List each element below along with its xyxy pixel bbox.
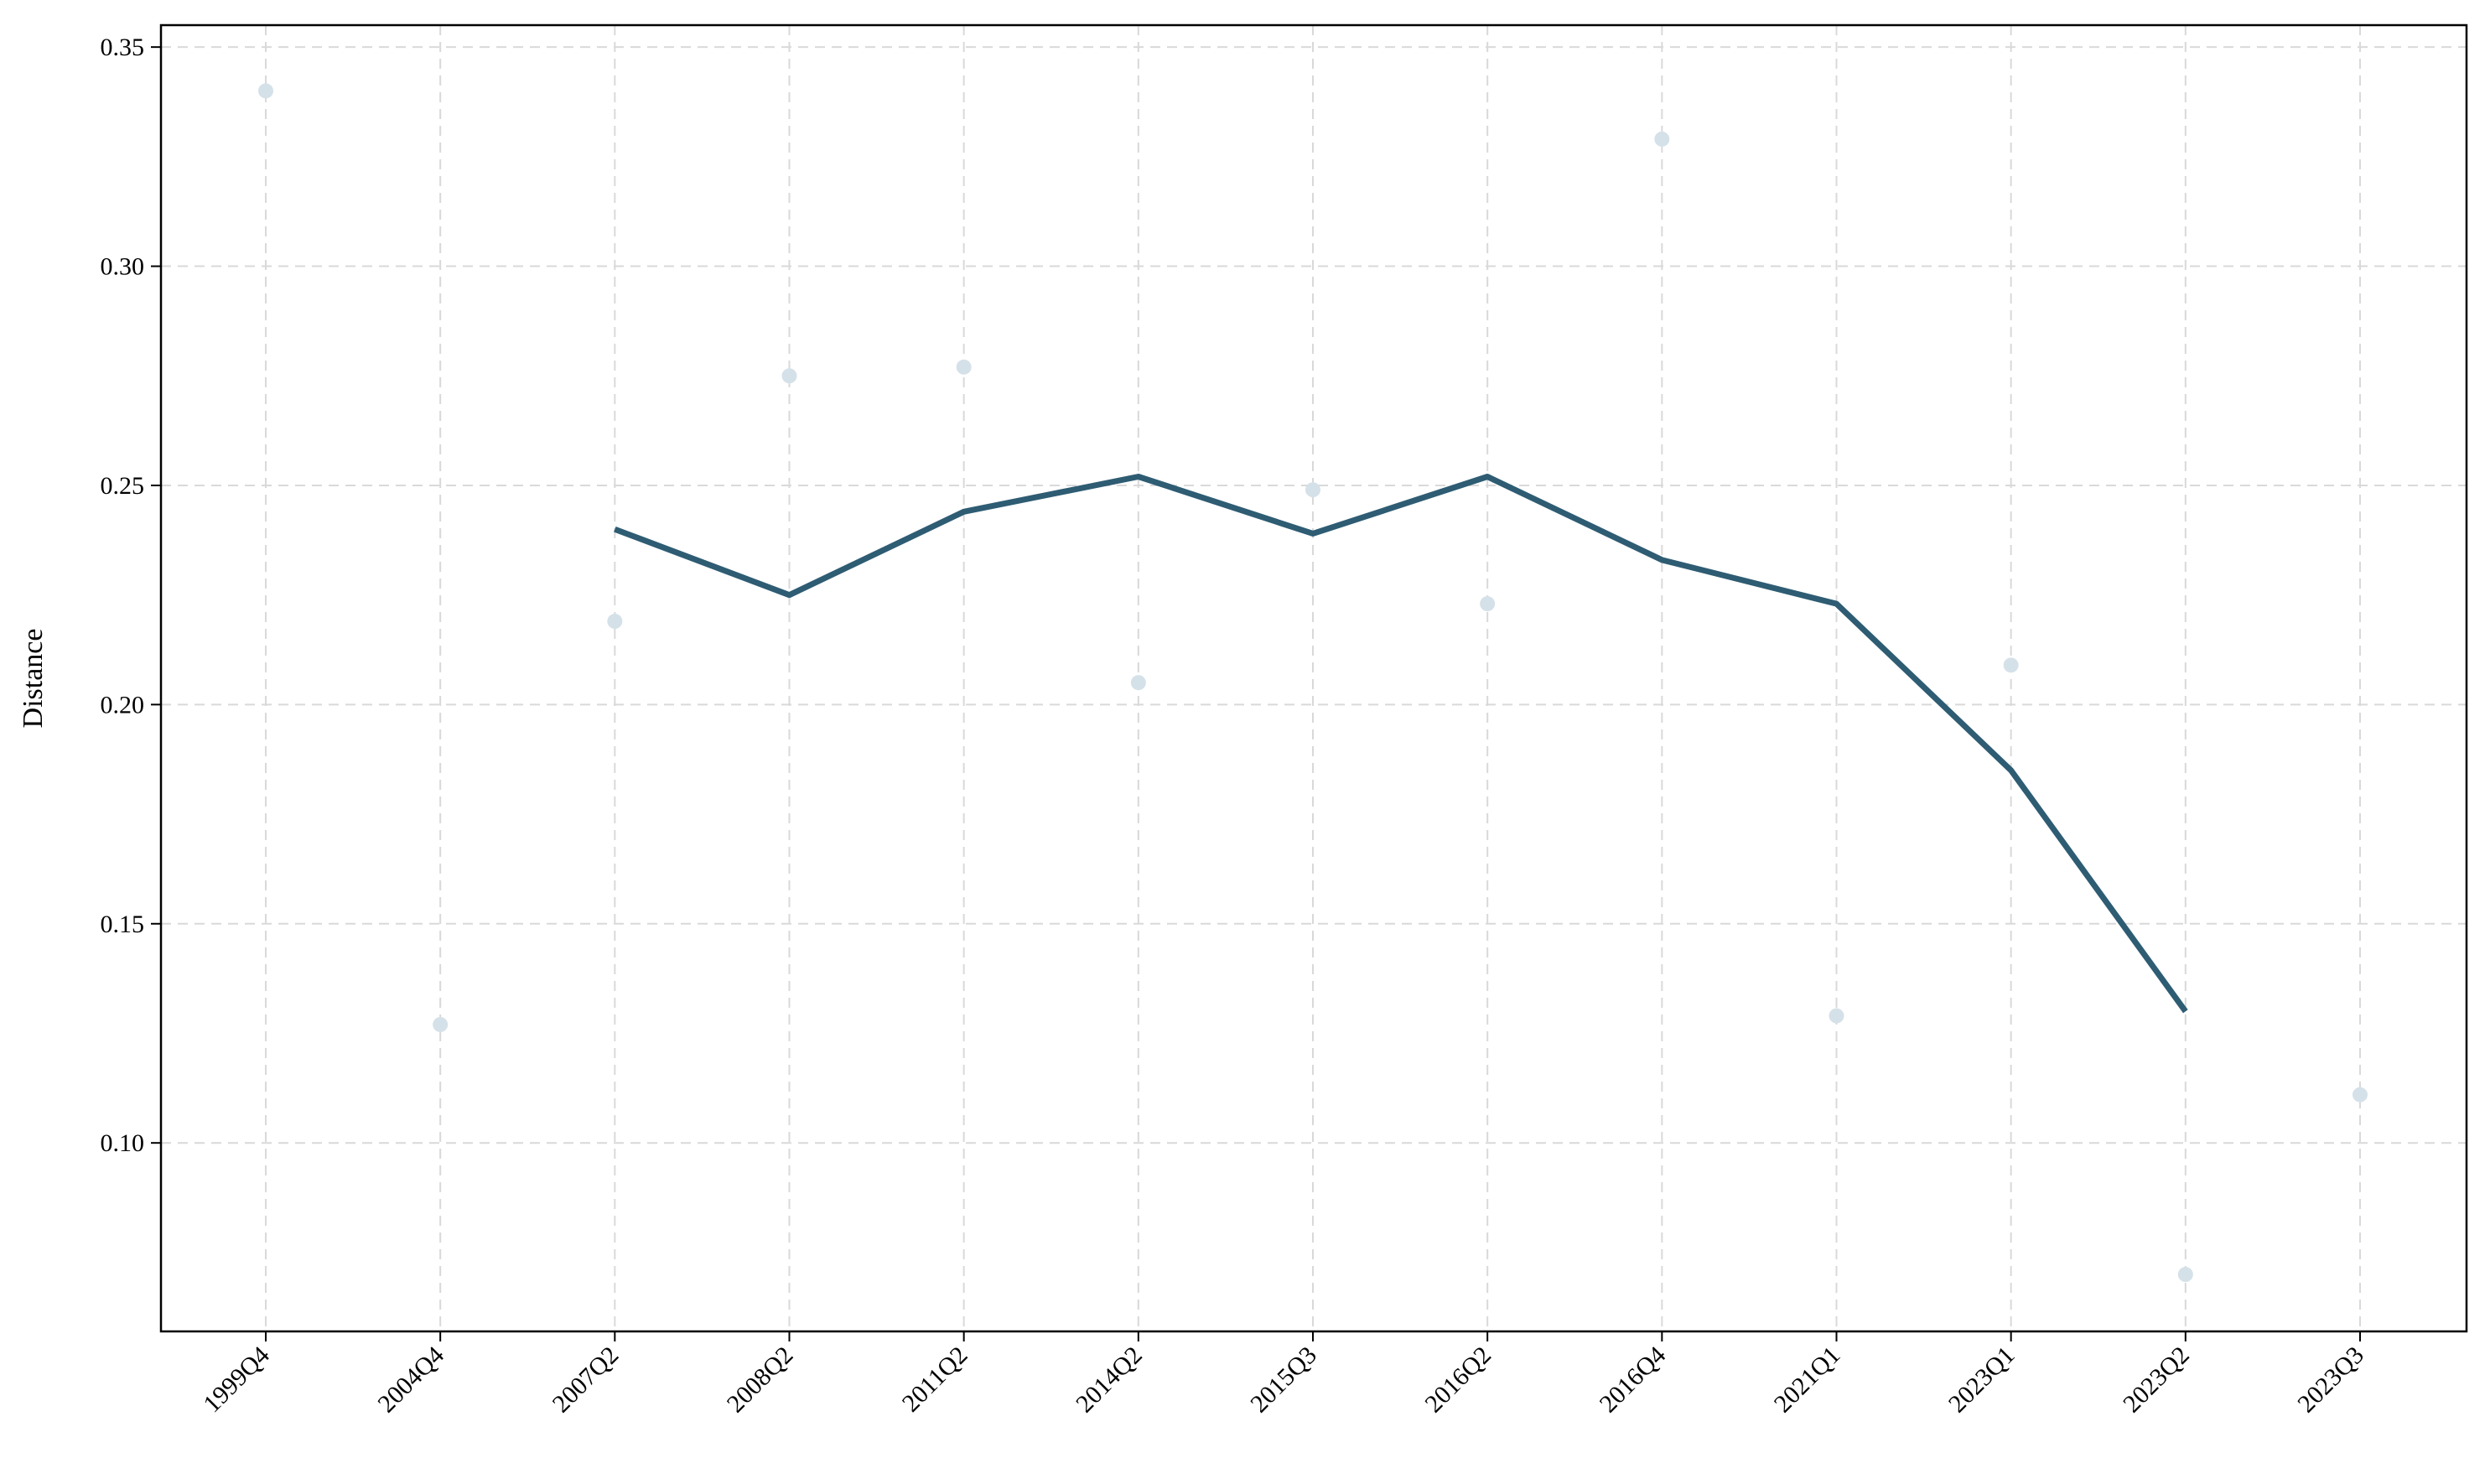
- scatter-point: [1130, 675, 1146, 691]
- x-tick-label: 2008Q2: [722, 1341, 799, 1419]
- scatter-point: [781, 368, 797, 384]
- x-tick-label: 2011Q2: [897, 1341, 973, 1418]
- y-tick-label: 0.20: [101, 691, 145, 719]
- y-tick-label: 0.10: [101, 1129, 145, 1157]
- x-tick-label: 2016Q4: [1595, 1341, 1672, 1419]
- y-tick-label: 0.25: [101, 472, 145, 500]
- x-tick-label: 2023Q3: [2292, 1341, 2369, 1419]
- x-tick-label: 2007Q2: [547, 1341, 625, 1419]
- scatter-series: [258, 83, 2368, 1283]
- x-tick-label: 2016Q2: [1419, 1341, 1497, 1419]
- x-tick-label: 2004Q4: [372, 1341, 449, 1419]
- x-tick-label: 2015Q3: [1245, 1341, 1322, 1419]
- x-tick-label: 1999Q4: [198, 1341, 275, 1419]
- y-tick-label: 0.15: [101, 911, 145, 938]
- scatter-point: [1829, 1008, 1844, 1024]
- scatter-point: [433, 1017, 449, 1033]
- grid-layer: [161, 25, 2467, 1331]
- scatter-point: [2177, 1267, 2193, 1283]
- scatter-point: [1654, 131, 1670, 147]
- scatter-point: [2003, 657, 2019, 673]
- axes: 1999Q4 2004Q4 2007Q2 2008Q2 2011Q2 2014Q2 2015…: [101, 34, 2369, 1418]
- scatter-point: [1305, 482, 1320, 498]
- scatter-point: [2353, 1087, 2368, 1103]
- scatter-point: [258, 83, 273, 99]
- scatter-point: [956, 359, 972, 375]
- y-axis-title: Distance: [18, 629, 49, 729]
- x-tick-label: 2021Q1: [1769, 1341, 1846, 1419]
- line-series: [614, 474, 2188, 1014]
- scatter-point: [607, 614, 623, 630]
- line-path: [614, 474, 2188, 1014]
- x-tick-label: 2023Q1: [1943, 1341, 2021, 1419]
- y-tick-label: 0.35: [101, 34, 145, 61]
- scatter-point: [1480, 596, 1496, 612]
- y-tick-label: 0.30: [101, 253, 145, 281]
- x-tick-label: 2014Q2: [1071, 1341, 1148, 1419]
- x-tick-label: 2023Q2: [2118, 1341, 2195, 1419]
